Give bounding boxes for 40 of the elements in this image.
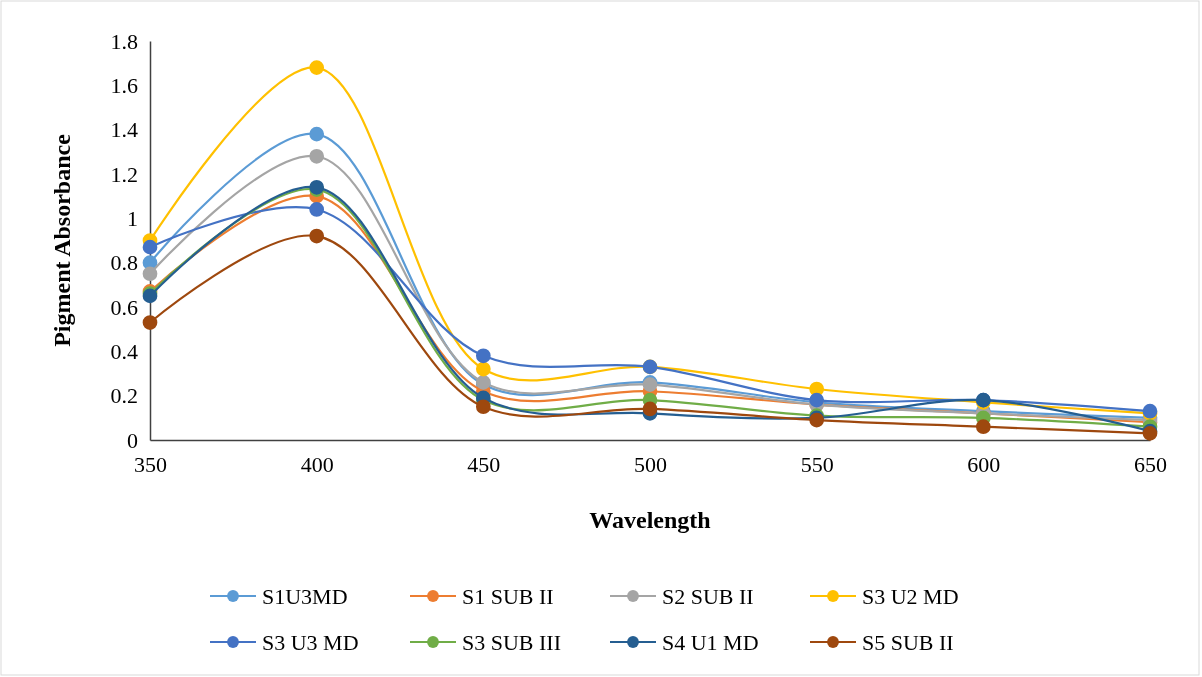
legend-label: S1U3MD — [262, 584, 348, 609]
x-tick-label: 600 — [967, 451, 1001, 477]
x-axis-title: Wavelength — [589, 507, 711, 533]
y-tick-label: 0.8 — [110, 250, 138, 276]
point — [142, 266, 158, 282]
y-tick-label: 1.6 — [110, 72, 138, 98]
y-tick-label: 1 — [127, 205, 138, 231]
y-axis-title: Pigment Absorbance — [49, 133, 75, 347]
y-tick-label: 0.4 — [110, 338, 138, 364]
point — [142, 239, 158, 255]
y-tick-label: 0 — [127, 427, 138, 453]
point — [975, 419, 991, 435]
point — [142, 315, 158, 330]
legend-label: S2 SUB II — [662, 584, 754, 609]
x-tick-label: 450 — [467, 451, 501, 477]
x-tick-label: 500 — [634, 451, 667, 477]
point — [475, 399, 491, 415]
x-tick-label: 550 — [800, 451, 834, 477]
x-tick-label: 400 — [300, 451, 334, 477]
point — [309, 148, 325, 164]
legend-label: S3 U3 MD — [262, 630, 359, 655]
y-tick-label: 1.4 — [110, 117, 138, 143]
legend-label: S5 SUB II — [862, 630, 954, 655]
legend-label: S3 U2 MD — [862, 584, 959, 609]
legend-label: S1 SUB II — [462, 584, 554, 609]
legend-label: S4 U1 MD — [662, 630, 759, 655]
point — [309, 60, 325, 75]
y-tick-label: 1.8 — [110, 28, 138, 54]
x-tick-label: 350 — [134, 451, 167, 477]
y-tick-label: 0.2 — [110, 383, 138, 409]
point — [309, 202, 325, 217]
y-tick-label: 0.6 — [110, 294, 138, 320]
point — [309, 228, 325, 244]
point — [642, 401, 658, 417]
y-tick-label: 1.2 — [110, 161, 138, 187]
point — [475, 361, 491, 377]
point — [475, 348, 491, 364]
x-tick-label: 650 — [1134, 451, 1167, 477]
legend-label: S3 SUB III — [462, 630, 562, 655]
point — [309, 126, 325, 142]
